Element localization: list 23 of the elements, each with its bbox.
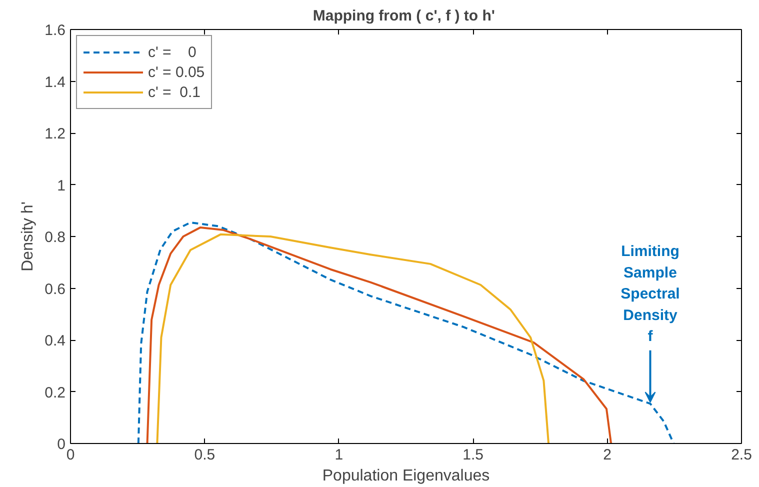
line-series (156, 233, 550, 444)
x-tick-label: 2 (603, 446, 612, 464)
y-tick-label: 0.2 (44, 384, 66, 402)
y-tick-label: 1.2 (44, 126, 66, 142)
legend-label: c' = 0.1 (148, 84, 200, 100)
legend-label: c' = 0 (148, 44, 196, 60)
x-tick-label: 1 (334, 446, 344, 464)
line-series (146, 226, 612, 444)
y-axis-title: Density h' (20, 202, 37, 272)
annotation: Limiting Sample Spectral Density f (620, 243, 680, 346)
x-tick-label: 1.5 (462, 446, 484, 464)
y-tick-label: 0 (57, 436, 66, 453)
y-tick-label: 1.6 (44, 22, 66, 39)
legend-label: c' = 0.05 (148, 64, 205, 80)
y-tick-label: 1 (57, 177, 66, 194)
chart-title: Mapping from ( c', f ) to h' (312, 8, 495, 24)
y-tick-label: 0.4 (44, 332, 66, 350)
y-tick-label: 1.4 (44, 74, 66, 91)
x-tick-label: 2.5 (731, 446, 752, 464)
y-tick-label: 0.6 (44, 280, 66, 298)
y-tick-label: 0.8 (44, 229, 66, 246)
x-axis-title: Population Eigenvalues (322, 468, 490, 484)
x-tick-label: 0.5 (194, 446, 216, 464)
